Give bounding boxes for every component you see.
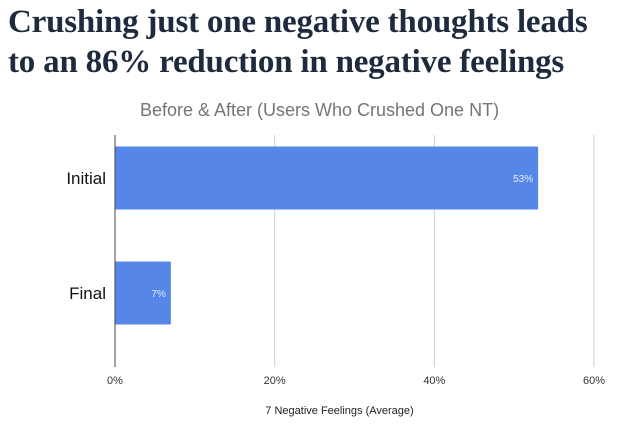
x-tick-label: 40% xyxy=(423,375,445,387)
data-label: 7% xyxy=(151,289,166,300)
data-label: 53% xyxy=(513,174,533,185)
x-tick-label: 0% xyxy=(107,375,123,387)
headline-line-2: to an 86% reduction in negative feelings xyxy=(8,44,565,80)
x-tick-label: 20% xyxy=(264,375,286,387)
x-tick-label: 60% xyxy=(583,375,605,387)
bar-final xyxy=(115,261,171,325)
chart-title: Before & After (Users Who Crushed One NT… xyxy=(139,100,500,120)
headline: Crushing just one negative thoughts lead… xyxy=(8,2,638,82)
category-label: Initial xyxy=(66,169,106,188)
headline-line-1: Crushing just one negative thoughts lead… xyxy=(8,4,588,40)
category-label: Final xyxy=(69,284,106,303)
bar-initial xyxy=(115,146,539,210)
x-axis-title: 7 Negative Feelings (Average) xyxy=(265,405,413,417)
